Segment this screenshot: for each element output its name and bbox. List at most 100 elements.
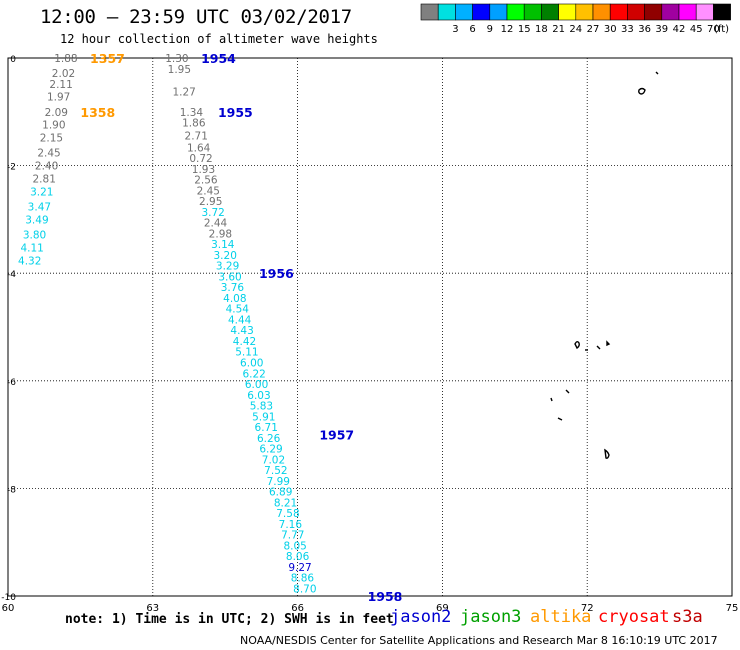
colorbar-tick-label: 45 — [690, 24, 703, 35]
jason2-time-label: 1956 — [259, 266, 294, 281]
wave-height-label: 4.42 — [233, 336, 256, 348]
island-outline — [638, 87, 646, 95]
jason2-time-label: 1954 — [201, 51, 236, 66]
wave-height-label: 3.80 — [23, 229, 46, 241]
lon-tick-label: 75 — [726, 603, 739, 614]
wave-height-label: 1.27 — [172, 86, 195, 98]
island-outline — [596, 345, 601, 350]
lon-tick-label: 66 — [291, 603, 304, 614]
colorbar-tick-label: 24 — [569, 24, 582, 35]
wave-height-label: 4.32 — [18, 255, 41, 267]
satellite-legend-s3a: s3a — [672, 607, 703, 627]
lat-tick-label: -8 — [7, 485, 16, 495]
colorbar-tick-label: 30 — [604, 24, 617, 35]
wave-height-label: 7.77 — [281, 530, 304, 542]
wave-height-label: 2.15 — [40, 133, 63, 145]
lat-tick-label: -4 — [7, 270, 16, 280]
wave-height-label: 8.21 — [274, 497, 297, 509]
wave-height-label: 8.05 — [283, 540, 306, 552]
colorbar-tick-label: 21 — [552, 24, 565, 35]
wave-height-label: 7.58 — [276, 508, 299, 520]
wave-height-label: 2.45 — [197, 185, 220, 197]
wave-height-label: 3.47 — [28, 201, 51, 213]
lon-tick-label: 72 — [581, 603, 594, 614]
wave-height-label: 6.03 — [247, 390, 270, 402]
wave-height-label: 2.11 — [49, 79, 72, 91]
colorbar-tick-label: 39 — [655, 24, 668, 35]
satellite-legend-jason2: jason2 — [390, 607, 452, 627]
wave-height-label: 5.83 — [250, 401, 273, 413]
map-frame — [7, 57, 733, 597]
wave-height-label: 5.11 — [235, 347, 258, 359]
wave-height-label: 2.02 — [52, 68, 75, 80]
wave-height-label: 3.49 — [25, 214, 48, 226]
wave-height-label: 1.64 — [187, 142, 211, 154]
wave-height-label: 8.06 — [286, 551, 310, 563]
wave-height-label: 1.97 — [47, 92, 70, 104]
wave-height-label: 3.14 — [211, 239, 235, 251]
wave-height-label: 3.20 — [214, 250, 237, 262]
lon-tick-label: 63 — [146, 603, 159, 614]
wave-height-label: 1.90 — [42, 120, 65, 132]
wave-height-label: 1.34 — [180, 107, 204, 119]
wave-height-label: 2.45 — [37, 148, 60, 160]
map-subtitle: 12 hour collection of altimeter wave hei… — [60, 32, 378, 46]
wave-height-label: 6.89 — [269, 487, 292, 499]
lat-tick-label: -2 — [7, 163, 16, 173]
jason2-time-label: 1957 — [319, 428, 354, 443]
wave-height-label: 0.72 — [189, 153, 212, 165]
wave-height-label: 2.56 — [194, 175, 218, 187]
wave-height-label: 7.52 — [264, 465, 287, 477]
island-outline — [565, 389, 570, 394]
island-outline — [557, 417, 563, 421]
wave-height-label: 1.93 — [192, 164, 215, 176]
note-text: note: 1) Time is in UTC; 2) SWH is in fe… — [65, 612, 394, 627]
wave-height-label: 1.95 — [168, 64, 191, 76]
lon-tick-label: 69 — [436, 603, 449, 614]
wave-height-label: 2.40 — [35, 161, 58, 173]
colorbar-tick-label: 27 — [587, 24, 600, 35]
wave-height-label: 4.08 — [223, 293, 246, 305]
wave-height-label: 1.88 — [54, 53, 77, 65]
wave-height-label: 6.00 — [240, 358, 263, 370]
satellite-legend-altika: altika — [530, 607, 592, 627]
wave-height-label: 4.43 — [230, 325, 253, 337]
wave-height-colorbar: 3 6 9 12 15 18 21 24 27 30 33 36 39 42 45 70(ft) — [420, 3, 731, 35]
satellite-legend-jason3: jason3 — [460, 607, 522, 627]
jason2-time-label: 1955 — [218, 105, 253, 120]
altika-time-label: 1357 — [90, 51, 125, 66]
colorbar-tick-label: 36 — [638, 24, 651, 35]
wave-height-label: 1.30 — [165, 53, 188, 65]
map-title: 12:00 — 23:59 UTC 03/02/2017 — [40, 6, 352, 28]
wave-height-label: 2.95 — [199, 196, 222, 208]
wave-height-label: 8.70 — [293, 583, 316, 595]
island-outline — [604, 448, 610, 459]
wave-height-label: 3.72 — [201, 207, 224, 219]
lat-tick-label: -10 — [1, 593, 16, 603]
wave-height-label: 3.60 — [218, 271, 241, 283]
wave-height-label: 6.22 — [242, 368, 265, 380]
wave-height-label: 1.86 — [182, 118, 206, 130]
island-outline — [655, 71, 659, 75]
wave-height-label: 4.44 — [228, 314, 252, 326]
wave-height-label: 2.81 — [33, 174, 56, 186]
island-outline — [574, 341, 580, 350]
wave-height-label: 6.26 — [257, 433, 281, 445]
lat-tick-label: -6 — [7, 378, 16, 388]
colorbar-tick-label: 33 — [621, 24, 634, 35]
island-outline — [550, 397, 553, 402]
wave-height-label: 9.27 — [288, 562, 311, 574]
island-outline — [606, 340, 611, 347]
wave-height-label: 2.71 — [185, 130, 208, 142]
wave-height-label: 4.54 — [226, 304, 250, 316]
colorbar-unit: (ft) — [714, 24, 729, 35]
colorbar-tick-label: 15 — [518, 24, 531, 35]
wave-height-label: 6.29 — [259, 444, 282, 456]
wave-height-label: 8.86 — [291, 573, 315, 585]
lat-tick-label: 0 — [10, 55, 16, 65]
wave-height-label: 7.16 — [279, 519, 303, 531]
colorbar-tick-label: 70 — [707, 24, 720, 35]
colorbar-swatch — [713, 3, 731, 21]
satellite-legend-cryosat: cryosat — [598, 607, 670, 627]
